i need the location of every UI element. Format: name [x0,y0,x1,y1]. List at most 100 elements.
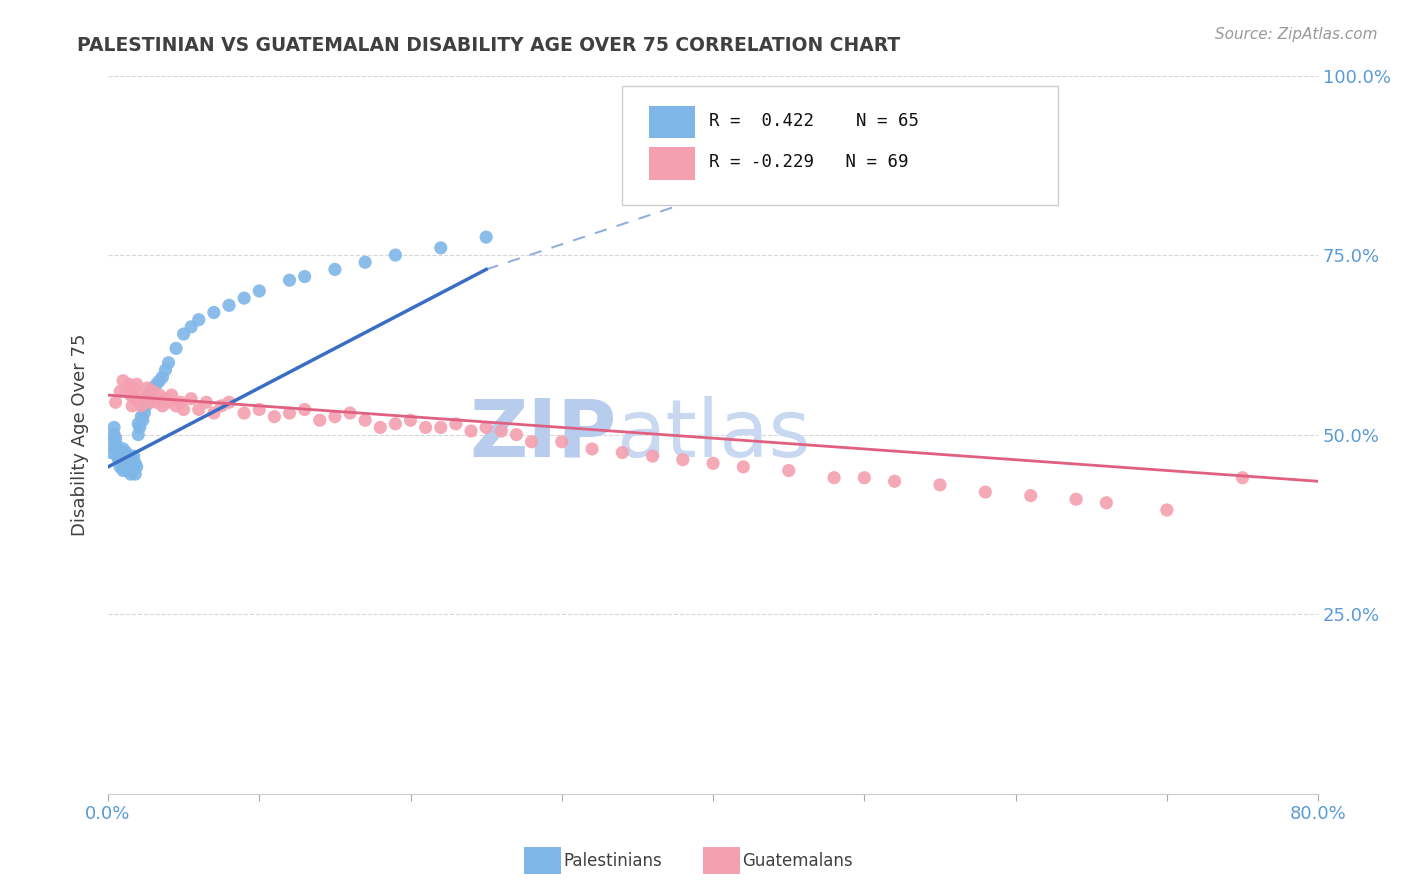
Point [114,449,136,463]
Point [105,438,128,452]
Point [117,463,139,477]
Point [117,452,139,467]
Point [107,442,129,456]
Point [105,449,128,463]
Point [122,459,145,474]
Point [148,374,170,388]
Point [139,395,162,409]
Point [121,452,143,467]
FancyBboxPatch shape [623,87,1057,205]
Point [145,377,167,392]
Point [129,399,152,413]
Point [155,392,177,406]
Point [127,388,149,402]
Point [202,406,225,420]
Point [247,284,270,298]
Point [122,381,145,395]
Point [115,445,138,459]
Point [115,384,138,399]
Point [152,399,174,413]
Point [491,424,513,438]
Point [118,449,141,463]
Point [134,392,156,406]
Point [233,291,256,305]
Point [129,409,152,424]
Point [233,406,256,420]
Point [672,452,695,467]
Point [145,395,167,409]
Point [823,471,845,485]
Point [180,392,202,406]
Point [136,395,159,409]
Point [103,427,125,442]
Point [132,413,155,427]
Text: R = -0.229   N = 69: R = -0.229 N = 69 [710,153,908,171]
FancyBboxPatch shape [650,147,695,179]
Point [100,445,122,459]
Point [148,388,170,402]
Point [120,456,142,470]
Point [384,417,406,431]
Text: atlas: atlas [616,395,811,474]
Point [110,456,132,470]
Point [124,392,146,406]
Point [612,445,634,459]
Point [104,442,127,456]
Point [1156,503,1178,517]
Point [339,406,361,420]
Point [853,471,876,485]
Point [974,485,997,500]
Point [354,413,377,427]
Point [520,434,543,449]
Point [195,395,218,409]
Point [114,459,136,474]
Point [108,449,131,463]
Point [581,442,603,456]
Point [118,459,141,474]
Point [124,467,146,481]
Point [641,449,664,463]
Point [112,442,135,456]
Text: R =  0.422    N = 65: R = 0.422 N = 65 [710,112,920,129]
Point [294,269,316,284]
Point [702,456,724,470]
Point [124,456,146,470]
Point [218,298,240,312]
Point [247,402,270,417]
Point [202,305,225,319]
Point [134,406,156,420]
Point [155,363,177,377]
Point [160,388,183,402]
Point [209,399,232,413]
Point [115,456,138,470]
Text: Palestinians: Palestinians [564,852,662,870]
Point [108,459,131,474]
Point [157,395,180,409]
Point [180,319,202,334]
Point [107,452,129,467]
Point [120,467,142,481]
Text: ZIP: ZIP [470,395,616,474]
Point [104,431,127,445]
Point [121,463,143,477]
Point [138,388,160,402]
Y-axis label: Disability Age Over 75: Disability Age Over 75 [72,334,89,536]
Point [444,417,467,431]
Point [415,420,437,434]
Text: Source: ZipAtlas.com: Source: ZipAtlas.com [1215,27,1378,42]
Point [142,381,165,395]
Point [368,420,391,434]
Point [187,312,209,326]
Point [278,406,301,420]
Point [778,463,800,477]
Point [110,445,132,459]
Point [101,434,124,449]
Point [399,413,422,427]
Point [323,262,346,277]
Point [1064,492,1087,507]
Point [125,459,148,474]
Point [112,463,135,477]
Point [135,399,157,413]
Point [551,434,574,449]
Point [733,459,755,474]
